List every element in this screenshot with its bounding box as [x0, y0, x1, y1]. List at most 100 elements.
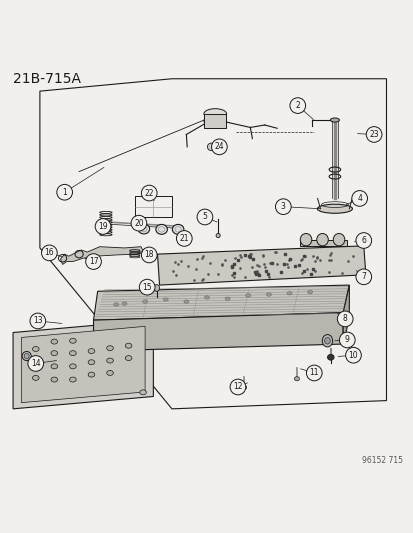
Ellipse shape — [114, 303, 119, 306]
Polygon shape — [60, 247, 143, 264]
Ellipse shape — [307, 290, 312, 294]
Ellipse shape — [332, 233, 344, 246]
Circle shape — [197, 209, 212, 225]
Ellipse shape — [286, 292, 291, 295]
Text: 2: 2 — [295, 101, 299, 110]
Text: 12: 12 — [233, 383, 242, 391]
Bar — [204, 114, 226, 128]
Circle shape — [141, 247, 157, 263]
Polygon shape — [13, 320, 153, 409]
Ellipse shape — [172, 224, 183, 235]
Ellipse shape — [88, 372, 95, 377]
Ellipse shape — [138, 224, 149, 234]
Circle shape — [289, 98, 305, 114]
Ellipse shape — [294, 377, 299, 381]
Ellipse shape — [107, 358, 113, 363]
Ellipse shape — [266, 293, 271, 296]
Ellipse shape — [51, 377, 57, 382]
Ellipse shape — [88, 349, 95, 353]
Ellipse shape — [216, 233, 220, 238]
Text: 16: 16 — [45, 248, 54, 257]
Ellipse shape — [163, 298, 168, 301]
Text: 19: 19 — [98, 222, 107, 231]
Text: 20: 20 — [134, 219, 143, 228]
Ellipse shape — [51, 364, 57, 369]
Text: 8: 8 — [342, 314, 347, 324]
Ellipse shape — [322, 335, 332, 347]
Ellipse shape — [69, 377, 76, 382]
Ellipse shape — [69, 364, 76, 369]
Ellipse shape — [107, 346, 113, 351]
Ellipse shape — [207, 143, 214, 150]
Ellipse shape — [125, 356, 132, 361]
Ellipse shape — [122, 302, 127, 305]
Circle shape — [355, 269, 371, 285]
Bar — [299, 240, 347, 246]
Ellipse shape — [125, 343, 132, 348]
Circle shape — [355, 233, 371, 248]
Text: 21B-715A: 21B-715A — [13, 72, 81, 86]
Ellipse shape — [107, 370, 113, 375]
Text: 13: 13 — [33, 317, 43, 326]
Text: 18: 18 — [144, 251, 154, 260]
Polygon shape — [93, 313, 342, 351]
Ellipse shape — [330, 118, 339, 122]
Text: 5: 5 — [202, 213, 207, 222]
Circle shape — [211, 139, 227, 155]
Text: 7: 7 — [361, 272, 366, 281]
Text: 22: 22 — [144, 189, 154, 198]
Ellipse shape — [140, 390, 146, 395]
Ellipse shape — [204, 109, 226, 119]
Text: 96152 715: 96152 715 — [361, 456, 402, 465]
Text: 1: 1 — [62, 188, 67, 197]
Circle shape — [95, 219, 111, 235]
Ellipse shape — [245, 294, 250, 297]
Text: 24: 24 — [214, 142, 224, 151]
Circle shape — [30, 313, 45, 329]
Circle shape — [337, 311, 352, 327]
Ellipse shape — [69, 338, 76, 343]
Ellipse shape — [153, 285, 159, 291]
Polygon shape — [21, 326, 145, 402]
Text: 14: 14 — [31, 359, 40, 368]
Text: 21: 21 — [179, 234, 189, 243]
Circle shape — [57, 184, 72, 200]
Text: 3: 3 — [280, 202, 285, 211]
Circle shape — [345, 348, 361, 363]
Circle shape — [366, 127, 381, 142]
Ellipse shape — [316, 233, 328, 246]
Text: 23: 23 — [368, 130, 378, 139]
Ellipse shape — [225, 297, 230, 300]
Text: 9: 9 — [344, 335, 349, 344]
Circle shape — [176, 231, 192, 246]
Ellipse shape — [32, 346, 39, 351]
Ellipse shape — [88, 360, 95, 365]
Ellipse shape — [51, 339, 57, 344]
Ellipse shape — [51, 351, 57, 356]
Circle shape — [306, 365, 321, 381]
Circle shape — [131, 215, 146, 231]
Circle shape — [275, 199, 290, 214]
Ellipse shape — [327, 354, 333, 360]
Text: 17: 17 — [88, 257, 98, 266]
Circle shape — [351, 191, 367, 206]
Ellipse shape — [69, 351, 76, 356]
Polygon shape — [93, 285, 349, 320]
Circle shape — [230, 379, 245, 395]
Text: 15: 15 — [142, 282, 152, 292]
Circle shape — [339, 332, 354, 348]
Circle shape — [41, 245, 57, 261]
Polygon shape — [342, 285, 349, 344]
Ellipse shape — [32, 361, 39, 366]
Ellipse shape — [155, 224, 167, 235]
Circle shape — [141, 185, 157, 201]
Ellipse shape — [204, 116, 226, 126]
Polygon shape — [157, 246, 365, 285]
Circle shape — [85, 254, 101, 269]
Ellipse shape — [32, 375, 39, 381]
Text: 4: 4 — [356, 194, 361, 203]
Text: 10: 10 — [348, 351, 357, 360]
Text: 11: 11 — [309, 368, 318, 377]
Circle shape — [28, 356, 43, 372]
Text: 6: 6 — [361, 236, 366, 245]
